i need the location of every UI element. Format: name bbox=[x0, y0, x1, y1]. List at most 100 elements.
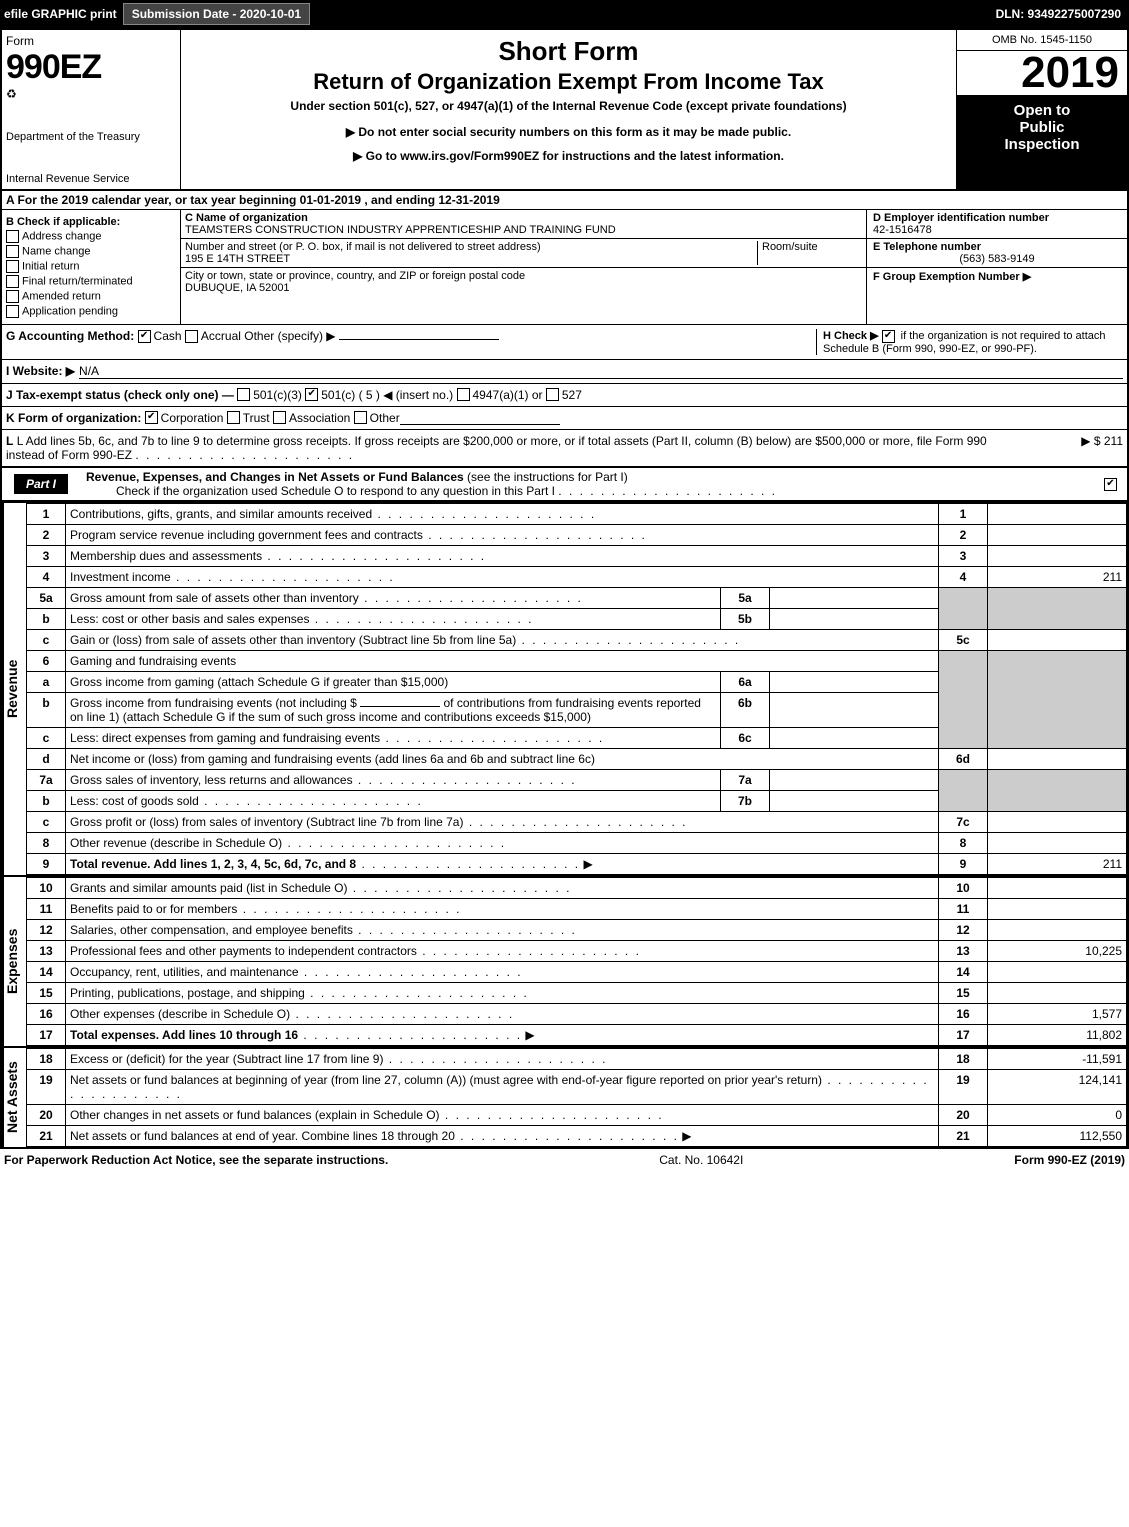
open-to-public: Open to Public Inspection bbox=[957, 96, 1127, 189]
city-label: City or town, state or province, country… bbox=[185, 270, 525, 282]
street-value: 195 E 14TH STREET bbox=[185, 253, 290, 265]
footer-left: For Paperwork Reduction Act Notice, see … bbox=[4, 1153, 388, 1167]
return-title: Return of Organization Exempt From Incom… bbox=[185, 69, 952, 95]
part1-check-text: Check if the organization used Schedule … bbox=[76, 484, 555, 498]
expenses-section: Expenses 10Grants and similar amounts pa… bbox=[2, 875, 1127, 1046]
part1-tab: Part I bbox=[14, 474, 68, 494]
line-11: 11Benefits paid to or for members11 bbox=[27, 898, 1127, 919]
city-value: DUBUQUE, IA 52001 bbox=[185, 282, 290, 294]
form-container: Form 990EZ ♻ Department of the Treasury … bbox=[0, 28, 1129, 1149]
website-value: N/A bbox=[79, 364, 1123, 379]
l-value: ▶ $ 211 bbox=[1023, 434, 1123, 462]
row-j: J Tax-exempt status (check only one) — 5… bbox=[2, 384, 1127, 407]
row-h: H Check ▶ if the organization is not req… bbox=[816, 329, 1123, 355]
under-section: Under section 501(c), 527, or 4947(a)(1)… bbox=[185, 99, 952, 113]
line-20: 20Other changes in net assets or fund ba… bbox=[27, 1104, 1127, 1125]
check-501c3[interactable] bbox=[237, 388, 250, 401]
line-2: 2Program service revenue including gover… bbox=[27, 524, 1127, 545]
check-initial-return[interactable]: Initial return bbox=[6, 260, 176, 273]
c-name-label: C Name of organization bbox=[185, 212, 308, 224]
form-word: Form bbox=[6, 34, 176, 48]
line-17: 17Total expenses. Add lines 10 through 1… bbox=[27, 1024, 1127, 1045]
top-bar: efile GRAPHIC print Submission Date - 20… bbox=[0, 0, 1129, 28]
part1-checkbox[interactable] bbox=[1104, 478, 1117, 491]
line-13: 13Professional fees and other payments t… bbox=[27, 940, 1127, 961]
header-center: Short Form Return of Organization Exempt… bbox=[181, 30, 956, 189]
dln-label: DLN: 93492275007290 bbox=[996, 7, 1129, 21]
g-label: G Accounting Method: bbox=[6, 329, 134, 343]
check-final-return[interactable]: Final return/terminated bbox=[6, 275, 176, 288]
check-association[interactable] bbox=[273, 411, 286, 424]
line-10: 10Grants and similar amounts paid (list … bbox=[27, 877, 1127, 898]
box-def: D Employer identification number 42-1516… bbox=[866, 210, 1127, 324]
line-3: 3Membership dues and assessments3 bbox=[27, 545, 1127, 566]
line-15: 15Printing, publications, postage, and s… bbox=[27, 982, 1127, 1003]
check-cash[interactable] bbox=[138, 330, 151, 343]
check-trust[interactable] bbox=[227, 411, 240, 424]
info-block: B Check if applicable: Address change Na… bbox=[2, 210, 1127, 325]
check-527[interactable] bbox=[546, 388, 559, 401]
check-name-change[interactable]: Name change bbox=[6, 245, 176, 258]
line-16: 16Other expenses (describe in Schedule O… bbox=[27, 1003, 1127, 1024]
open-line2: Public bbox=[959, 119, 1125, 136]
check-h[interactable] bbox=[882, 330, 895, 343]
line-7c: cGross profit or (loss) from sales of in… bbox=[27, 811, 1127, 832]
netassets-table: 18Excess or (deficit) for the year (Subt… bbox=[26, 1048, 1127, 1147]
line-7a: 7aGross sales of inventory, less returns… bbox=[27, 769, 1127, 790]
line-8: 8Other revenue (describe in Schedule O)8 bbox=[27, 832, 1127, 853]
open-line1: Open to bbox=[959, 102, 1125, 119]
check-amended-return[interactable]: Amended return bbox=[6, 290, 176, 303]
dept-irs: Internal Revenue Service bbox=[6, 173, 176, 185]
j-label: J Tax-exempt status (check only one) — bbox=[6, 388, 234, 402]
ein-label: D Employer identification number bbox=[873, 212, 1049, 224]
website-label: I Website: ▶ bbox=[6, 364, 75, 379]
part1-subtitle: (see the instructions for Part I) bbox=[467, 470, 628, 484]
row-k: K Form of organization: Corporation Trus… bbox=[2, 407, 1127, 430]
line-5a: 5aGross amount from sale of assets other… bbox=[27, 587, 1127, 608]
check-accrual[interactable] bbox=[185, 330, 198, 343]
check-corporation[interactable] bbox=[145, 411, 158, 424]
ein-value: 42-1516478 bbox=[873, 224, 932, 236]
box-c: C Name of organization TEAMSTERS CONSTRU… bbox=[181, 210, 866, 324]
check-address-change[interactable]: Address change bbox=[6, 230, 176, 243]
revenue-section: Revenue 1Contributions, gifts, grants, a… bbox=[2, 501, 1127, 875]
box-b-header: B Check if applicable: bbox=[6, 216, 176, 228]
check-application-pending[interactable]: Application pending bbox=[6, 305, 176, 318]
line-18: 18Excess or (deficit) for the year (Subt… bbox=[27, 1048, 1127, 1069]
short-form-title: Short Form bbox=[185, 36, 952, 67]
footer-form: Form 990-EZ (2019) bbox=[1014, 1153, 1125, 1167]
phone-value: (563) 583-9149 bbox=[873, 253, 1121, 265]
page-footer: For Paperwork Reduction Act Notice, see … bbox=[0, 1149, 1129, 1171]
open-line3: Inspection bbox=[959, 136, 1125, 153]
row-g-h: G Accounting Method: Cash Accrual Other … bbox=[2, 325, 1127, 360]
submission-date-button[interactable]: Submission Date - 2020-10-01 bbox=[123, 3, 310, 25]
part1-header: Part I Revenue, Expenses, and Changes in… bbox=[2, 466, 1127, 501]
h-label: H Check ▶ bbox=[823, 330, 879, 342]
check-4947[interactable] bbox=[457, 388, 470, 401]
expenses-table: 10Grants and similar amounts paid (list … bbox=[26, 877, 1127, 1046]
footer-catno: Cat. No. 10642I bbox=[388, 1153, 1014, 1167]
ssn-warning: ▶ Do not enter social security numbers o… bbox=[185, 125, 952, 139]
form-header: Form 990EZ ♻ Department of the Treasury … bbox=[2, 30, 1127, 191]
revenue-table: 1Contributions, gifts, grants, and simil… bbox=[26, 503, 1127, 875]
line-4: 4Investment income4211 bbox=[27, 566, 1127, 587]
header-right: OMB No. 1545-1150 2019 Open to Public In… bbox=[956, 30, 1127, 189]
line-21: 21Net assets or fund balances at end of … bbox=[27, 1125, 1127, 1146]
expenses-label: Expenses bbox=[2, 877, 26, 1046]
netassets-label: Net Assets bbox=[2, 1048, 26, 1147]
line-6: 6Gaming and fundraising events bbox=[27, 650, 1127, 671]
line-5c: cGain or (loss) from sale of assets othe… bbox=[27, 629, 1127, 650]
k-label: K Form of organization: bbox=[6, 411, 141, 425]
check-501c[interactable] bbox=[305, 388, 318, 401]
goto-link[interactable]: ▶ Go to www.irs.gov/Form990EZ for instru… bbox=[185, 149, 952, 163]
line-1: 1Contributions, gifts, grants, and simil… bbox=[27, 503, 1127, 524]
g-other: Other (specify) ▶ bbox=[244, 329, 335, 343]
line-14: 14Occupancy, rent, utilities, and mainte… bbox=[27, 961, 1127, 982]
row-a-tax-year: A For the 2019 calendar year, or tax yea… bbox=[2, 191, 1127, 210]
line-19: 19Net assets or fund balances at beginni… bbox=[27, 1069, 1127, 1104]
room-label: Room/suite bbox=[762, 241, 818, 253]
line-12: 12Salaries, other compensation, and empl… bbox=[27, 919, 1127, 940]
box-b: B Check if applicable: Address change Na… bbox=[2, 210, 181, 324]
dept-treasury: Department of the Treasury bbox=[6, 131, 176, 143]
check-other-org[interactable] bbox=[354, 411, 367, 424]
